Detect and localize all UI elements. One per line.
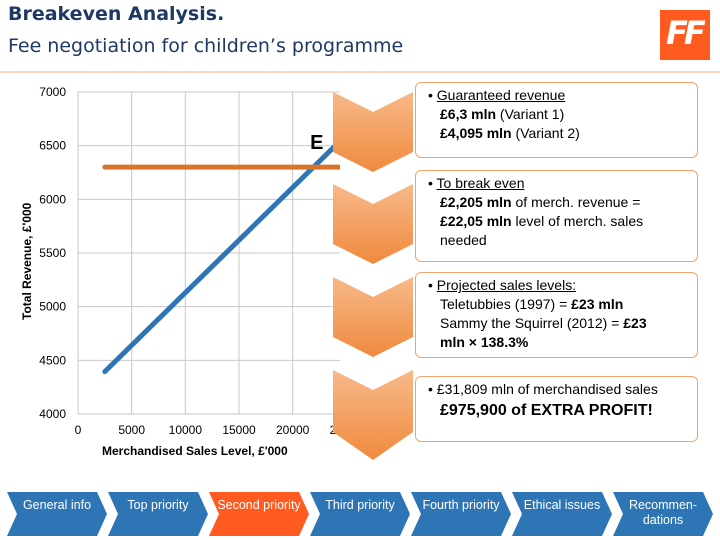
header-divider — [0, 71, 720, 73]
value: £23 mln — [571, 296, 624, 312]
nav-item-label: General info — [22, 498, 92, 512]
box-heading: £31,809 mln of merchandised sales — [436, 381, 658, 397]
page-title: Breakeven Analysis. — [8, 3, 225, 25]
breakeven-chart: 4000 4500 5000 5500 6000 6500 7000 0 5000 10000 1… — [20, 85, 340, 458]
nav-arrow-shape — [209, 492, 309, 536]
nav-item-general-info[interactable]: General info — [7, 492, 107, 536]
y-tick-label: 6000 — [39, 192, 66, 206]
y-tick-label: 5000 — [39, 300, 66, 314]
y-tick-label: 7000 — [39, 85, 66, 99]
value-note: Sammy the Squirrel (2012) = — [440, 315, 624, 331]
y-tick-label: 6500 — [39, 139, 66, 153]
extra-profit-value: £975,900 of EXTRA PROFIT! — [440, 402, 653, 419]
series-line — [102, 137, 340, 375]
nav-item-ethical-issues[interactable]: Ethical issues — [512, 492, 612, 536]
nav-item-label: Second priority — [217, 498, 301, 512]
value-note: (Variant 2) — [511, 125, 580, 141]
nav-item-top-priority[interactable]: Top priority — [108, 492, 208, 536]
value-note: Teletubbies (1997) = — [440, 296, 572, 312]
nav-item-third-priority[interactable]: Third priority — [310, 492, 410, 536]
x-tick-label: 15000 — [222, 423, 256, 437]
breakeven-point-label: E — [310, 132, 323, 154]
value: £6,3 mln — [440, 106, 497, 122]
nav-arrow-shape — [512, 492, 612, 536]
info-box-break-even: • To break even £2,205 mln of merch. rev… — [415, 170, 698, 262]
chart-series — [102, 137, 340, 375]
value: £23 — [623, 315, 647, 331]
y-tick-label: 4000 — [39, 407, 66, 421]
nav-item-label: Recommen-dations — [628, 498, 698, 527]
nav-item-fourth-priority[interactable]: Fourth priority — [411, 492, 511, 536]
nav-item-second-priority[interactable]: Second priority — [209, 492, 309, 536]
value-note: level of merch. sales — [511, 213, 644, 229]
flow-arrows — [333, 92, 413, 460]
chevron-icon — [333, 370, 413, 460]
x-axis-label: Merchandised Sales Level, £'000 — [102, 444, 288, 458]
x-tick-labels: 050001000015000200002500030000 — [75, 423, 340, 437]
x-tick-label: 10000 — [169, 423, 203, 437]
value-note: (Variant 1) — [496, 106, 565, 122]
value-note: needed — [440, 232, 487, 248]
value: mln × 138.3% — [440, 334, 529, 350]
value: £2,205 mln — [440, 194, 512, 210]
box-heading: To break even — [436, 175, 525, 191]
nav-item-label: Fourth priority — [422, 498, 500, 512]
nav-item-label: Top priority — [127, 498, 189, 512]
y-tick-label: 4500 — [39, 353, 66, 367]
nav-item-label: Ethical issues — [523, 498, 601, 512]
page-subtitle: Fee negotiation for children’s programme — [8, 35, 404, 57]
value: £22,05 mln — [440, 213, 512, 229]
y-axis-label: Total Revenue, £'000 — [20, 202, 34, 320]
nav-arrow-shape — [613, 492, 713, 536]
nav-item-label: Third priority — [325, 498, 395, 512]
nav-arrow-shape — [310, 492, 410, 536]
box-heading: Guaranteed revenue — [436, 87, 566, 103]
info-box-extra-profit: • £31,809 mln of merchandised sales £975… — [415, 376, 698, 442]
y-tick-labels: 4000 4500 5000 5500 6000 6500 7000 — [39, 85, 66, 421]
logo-text: FF — [666, 14, 706, 52]
nav-arrow-shape — [108, 492, 208, 536]
x-tick-label: 20000 — [276, 423, 310, 437]
nav-arrow-shape — [7, 492, 107, 536]
chevron-icon — [333, 277, 413, 357]
info-box-projected-sales: • Projected sales levels: Teletubbies (1… — [415, 272, 698, 358]
value-note: of merch. revenue = — [511, 194, 641, 210]
nav-arrow-shape — [411, 492, 511, 536]
chevron-icon — [333, 92, 413, 172]
x-tick-label: 0 — [75, 423, 82, 437]
x-tick-label: 5000 — [118, 423, 145, 437]
chevron-icon — [333, 184, 413, 264]
y-tick-label: 5500 — [39, 246, 66, 260]
brand-logo: FF — [660, 10, 710, 60]
info-box-guaranteed-revenue: • Guaranteed revenue £6,3 mln (Variant 1… — [415, 82, 698, 158]
value: £4,095 mln — [440, 125, 512, 141]
nav-item-recommen-dations[interactable]: Recommen-dations — [613, 492, 713, 536]
chart-gridlines — [77, 91, 340, 415]
box-heading: Projected sales levels: — [436, 277, 577, 293]
